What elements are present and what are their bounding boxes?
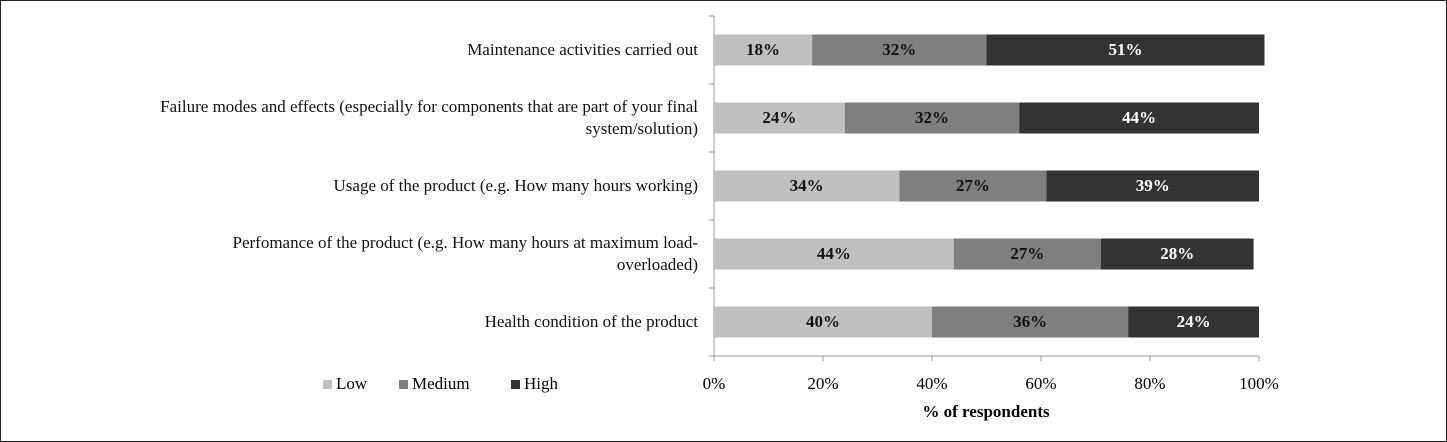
value-label: 40%	[806, 312, 840, 331]
x-tick-label: 100%	[1239, 374, 1279, 393]
value-label: 28%	[1160, 244, 1194, 263]
value-label: 39%	[1136, 176, 1170, 195]
bar-segment	[714, 34, 813, 66]
category-label: Perfomance of the product (e.g. How many…	[232, 233, 698, 274]
legend-swatch	[399, 380, 408, 389]
bar-segment	[844, 102, 1020, 134]
value-label: 51%	[1108, 40, 1142, 59]
bar-segment	[1100, 238, 1254, 270]
value-label: 24%	[762, 108, 796, 127]
value-label: 27%	[1010, 244, 1044, 263]
x-tick-label: 80%	[1134, 374, 1165, 393]
value-label: 36%	[1013, 312, 1047, 331]
x-axis-title: % of respondents	[922, 402, 1050, 421]
bar-segment	[714, 170, 900, 202]
legend-swatch	[511, 380, 520, 389]
bar-segment	[1019, 102, 1259, 134]
bar-segment	[899, 170, 1047, 202]
bar-segment	[714, 238, 954, 270]
value-label: 27%	[956, 176, 990, 195]
x-tick-label: 60%	[1025, 374, 1056, 393]
bar-segment	[1128, 306, 1259, 338]
category-label: Maintenance activities carried out	[467, 40, 698, 59]
bar-segment	[812, 34, 987, 66]
legend-label: Medium	[412, 374, 470, 393]
bar-segment	[714, 102, 845, 134]
value-label: 32%	[915, 108, 949, 127]
value-label: 44%	[817, 244, 851, 263]
value-label: 24%	[1177, 312, 1211, 331]
value-label: 44%	[1122, 108, 1156, 127]
bar-segment	[714, 306, 932, 338]
value-label: 34%	[790, 176, 824, 195]
category-label: Usage of the product (e.g. How many hour…	[333, 176, 698, 195]
x-tick-label: 40%	[916, 374, 947, 393]
category-label: Failure modes and effects (especially fo…	[160, 97, 698, 138]
legend-swatch	[323, 380, 332, 389]
value-label: 18%	[746, 40, 780, 59]
x-tick-label: 20%	[807, 374, 838, 393]
value-label: 32%	[882, 40, 916, 59]
legend-label: Low	[336, 374, 368, 393]
bar-segment	[953, 238, 1101, 270]
category-label: Health condition of the product	[484, 312, 698, 331]
legend-label: High	[524, 374, 559, 393]
bar-segment	[1046, 170, 1259, 202]
x-tick-label: 0%	[703, 374, 726, 393]
bar-segment	[932, 306, 1129, 338]
bar-segment	[986, 34, 1265, 66]
